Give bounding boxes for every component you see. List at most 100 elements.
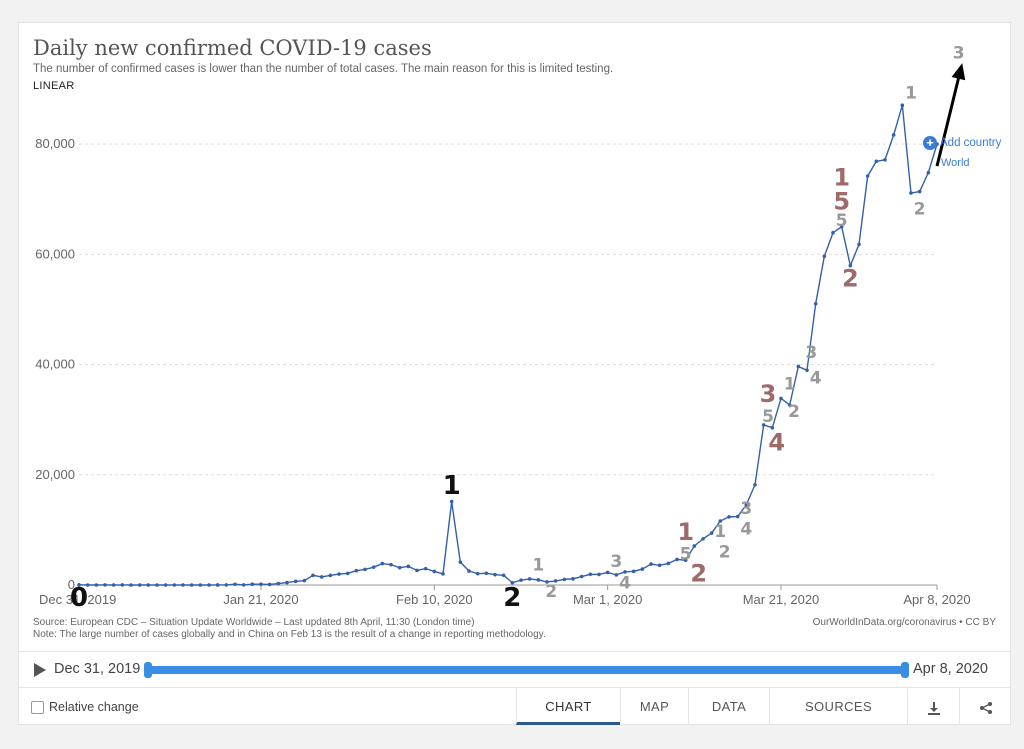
data-point [900,103,905,107]
source-line: Source: European CDC – Situation Update … [33,617,475,628]
data-point [822,254,827,259]
annotation-label: 1 [833,163,850,191]
data-point [796,364,801,369]
data-point [137,583,142,587]
data-point [753,482,757,487]
data-point [380,561,385,566]
play-icon[interactable] [34,663,46,677]
data-point [172,583,177,587]
data-point [536,578,541,582]
download-button[interactable] [907,688,959,725]
data-point [146,583,151,587]
data-point [510,580,515,585]
data-point [891,133,896,137]
annotation-label: 2 [690,560,707,588]
annotation-label: 1 [714,522,726,542]
tab-data[interactable]: DATA [688,688,769,725]
data-point [605,570,610,575]
y-tick-label: 40,000 [35,357,75,372]
data-point [779,396,783,401]
source-note: Source: European CDC – Situation Update … [33,617,546,641]
tab-sources[interactable]: SOURCES [769,688,907,725]
data-point [735,514,740,519]
data-point [917,189,922,194]
data-point [909,191,913,195]
data-point [415,568,419,573]
timeline-end: Apr 8, 2020 [913,661,988,677]
data-point [241,583,246,587]
data-point [545,580,549,584]
data-point [224,583,229,587]
annotation-label: 5 [762,407,774,427]
y-tick-label: 0 [68,577,75,592]
data-point [718,519,723,523]
chart-card: Daily new confirmed COVID-19 cases The n… [18,22,1011,725]
data-point [761,423,766,427]
data-point [354,568,359,573]
owid-credit[interactable]: OurWorldInData.org/coronavirus • CC BY [812,617,996,628]
data-point [813,301,818,306]
arrow-head [951,63,966,81]
data-point [501,573,506,578]
share-button[interactable] [959,688,1011,725]
timeline: Dec 31, 2019 Apr 8, 2020 [19,651,1010,688]
annotation-label: 3 [953,44,965,64]
data-point [649,562,653,566]
data-point [129,583,133,587]
add-country-button[interactable]: + Add country [923,136,1001,150]
data-point [562,577,567,582]
data-point [467,569,471,573]
data-point [189,583,194,587]
data-point [874,159,879,164]
checkbox-box[interactable] [31,700,44,714]
data-point [406,564,411,569]
data-point [787,403,792,407]
y-tick-label: 80,000 [35,136,75,151]
data-point [475,571,480,576]
data-point [328,573,333,578]
data-point [675,557,679,562]
chart-subtitle: The number of confirmed cases is lower t… [33,63,614,75]
data-point [770,425,775,430]
x-tick-label: Dec 31, 2019 [39,592,116,607]
data-point [839,224,844,229]
data-point [371,565,376,569]
data-point [77,583,81,587]
data-point [553,579,558,583]
data-point [163,583,168,587]
download-icon [927,701,940,715]
annotation-label: 2 [788,402,800,422]
annotation-label: 1 [443,471,461,501]
series-label-world[interactable]: World [941,157,970,169]
data-point [614,573,619,577]
annotation-label: 1 [905,83,917,103]
relative-change-checkbox[interactable]: Relative change [31,700,139,714]
annotation-arrow [935,66,963,167]
annotation-label: 2 [914,200,926,220]
data-point [493,572,497,577]
annotation-label: 1 [784,374,796,394]
data-point [111,583,116,587]
x-tick-label: Apr 8, 2020 [903,592,970,607]
annotation-label: 2 [719,542,731,562]
annotation-label: 1 [532,556,544,576]
data-point [397,565,402,570]
scale-toggle[interactable]: LINEAR [33,80,75,92]
data-point [640,567,645,571]
data-point [865,174,870,178]
timeline-start-handle[interactable] [144,662,152,678]
timeline-track[interactable] [147,666,905,674]
data-point [683,558,688,563]
tab-map[interactable]: MAP [620,688,688,725]
data-point [883,157,887,162]
data-point [267,582,272,587]
timeline-end-handle[interactable] [901,662,909,678]
tab-chart[interactable]: CHART [516,688,620,725]
data-point [259,582,263,587]
data-point [484,571,489,576]
data-point [233,582,237,587]
data-point [311,573,315,578]
data-point [657,563,662,568]
data-point [579,574,584,579]
add-country-label: Add country [940,137,1002,149]
